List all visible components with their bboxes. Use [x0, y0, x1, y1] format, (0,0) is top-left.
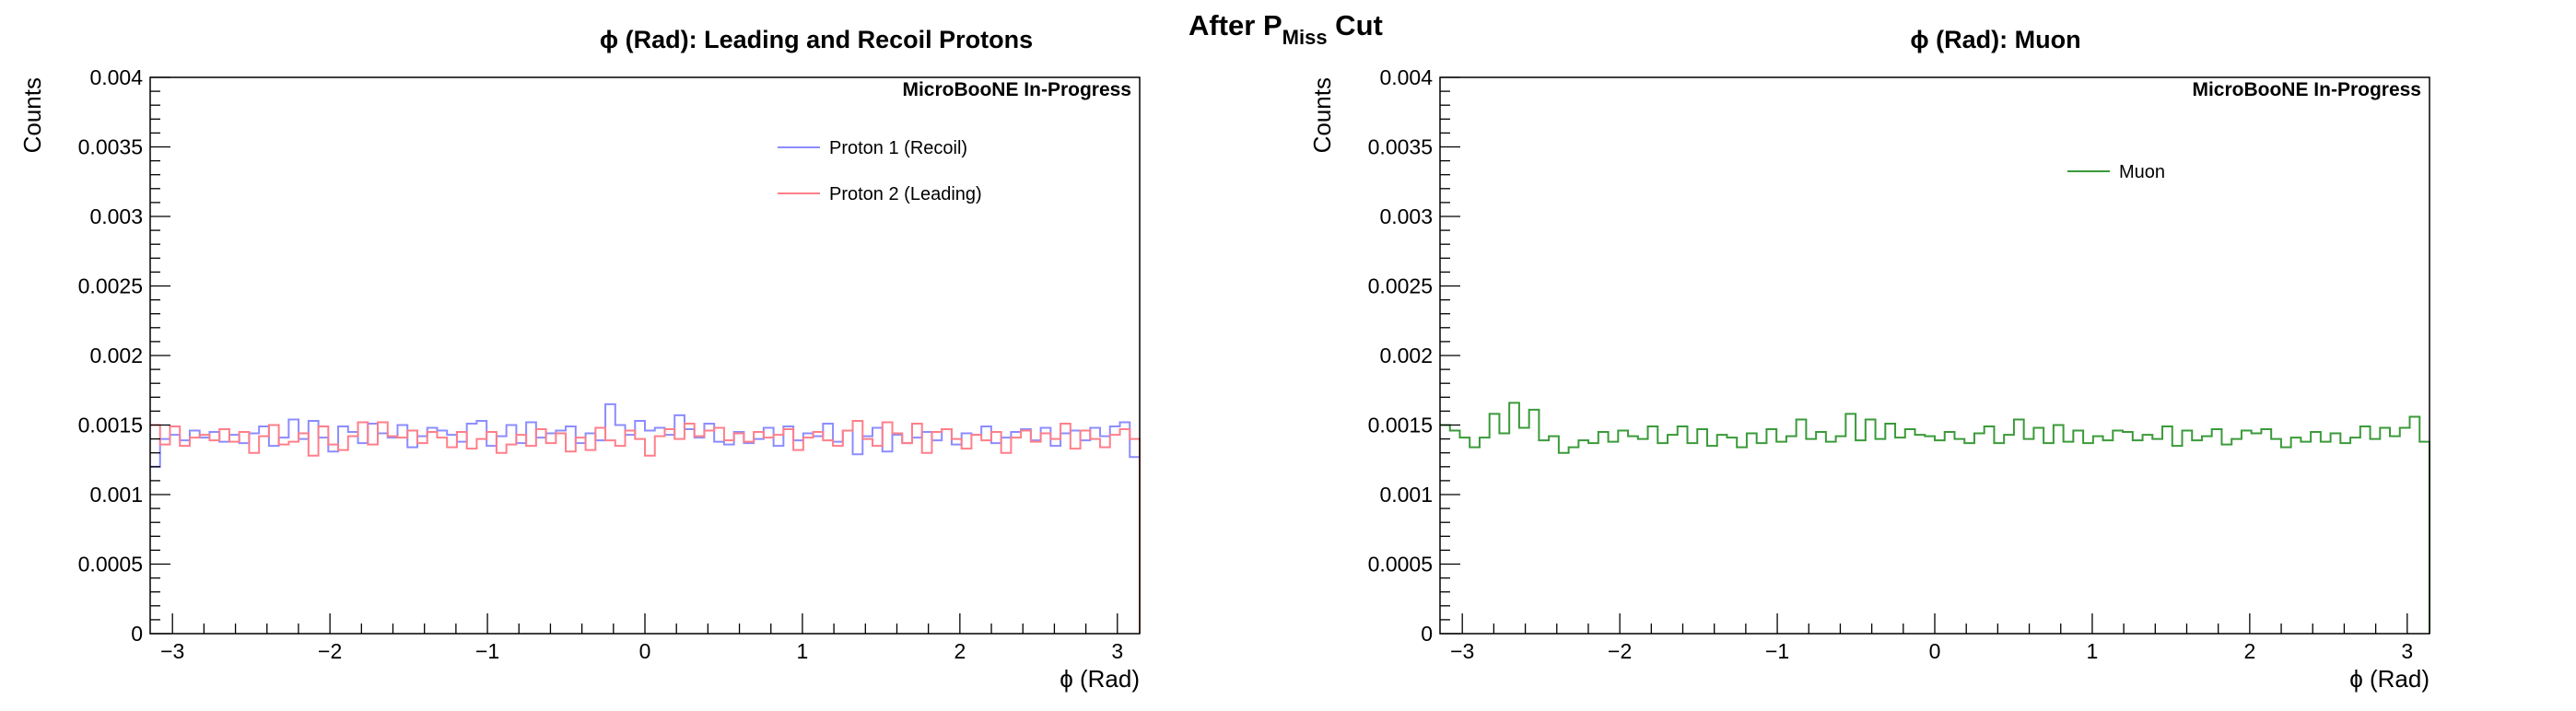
x-axis-label: ϕ (Rad)	[1060, 665, 1140, 693]
x-tick-label: −2	[318, 639, 342, 663]
y-tick-label: 0.004	[89, 65, 143, 89]
protons-phi-panel: ϕ (Rad): Leading and Recoil Protons Coun…	[18, 26, 1141, 693]
y-tick-label: 0.0015	[78, 414, 143, 437]
y-tick-label: 0.001	[1379, 483, 1433, 507]
y-tick-label: 0.0025	[1368, 274, 1433, 298]
microboone-label: MicroBooNE In-Progress	[902, 79, 1131, 100]
x-tick-label: −3	[160, 639, 184, 663]
legend-label-proton1: Proton 1 (Recoil)	[829, 138, 967, 158]
y-tick-label: 0.001	[89, 483, 143, 507]
histogram-series-proton-2-leading	[150, 419, 1141, 634]
y-tick-label: 0.0025	[78, 274, 143, 298]
y-tick-label: 0	[1421, 622, 1433, 646]
legend: Muon	[2067, 162, 2165, 182]
x-tick-label: 2	[954, 639, 966, 663]
muon-phi-panel: ϕ (Rad): Muon Counts ϕ (Rad) MicroBooNE …	[1308, 26, 2430, 693]
panel-title: ϕ (Rad): Leading and Recoil Protons	[600, 26, 1033, 53]
x-tick-label: 2	[2243, 639, 2255, 663]
microboone-label: MicroBooNE In-Progress	[2192, 79, 2421, 100]
x-tick-label: 3	[1111, 639, 1123, 663]
x-tick-label: −1	[1765, 639, 1789, 663]
y-tick-label: 0.002	[89, 344, 143, 367]
figure-title: After PMiss Cut	[1188, 9, 1383, 49]
y-tick-label: 0.0035	[1368, 135, 1433, 159]
panel-title: ϕ (Rad): Muon	[1910, 26, 2080, 53]
legend: Proton 1 (Recoil) Proton 2 (Leading)	[778, 138, 982, 204]
y-tick-label: 0.002	[1379, 344, 1433, 367]
y-tick-label: 0.0015	[1368, 414, 1433, 437]
histogram-series-muon	[1440, 402, 2430, 634]
figure-title-subscript: Miss	[1282, 26, 1328, 49]
x-tick-label: −3	[1450, 639, 1474, 663]
legend-label-muon: Muon	[2119, 162, 2165, 182]
figure-title-suffix: Cut	[1328, 9, 1383, 41]
x-tick-label: 3	[2401, 639, 2413, 663]
y-tick-label: 0.0035	[78, 135, 143, 159]
legend-label-proton2: Proton 2 (Leading)	[829, 184, 982, 204]
y-axis-label: Counts	[18, 77, 46, 153]
y-tick-label: 0.003	[89, 204, 143, 228]
x-tick-label: 1	[2087, 639, 2099, 663]
y-tick-label: 0	[131, 622, 143, 646]
x-tick-label: 1	[797, 639, 809, 663]
y-axis-label: Counts	[1308, 77, 1336, 153]
x-axis-label: ϕ (Rad)	[2349, 665, 2430, 693]
y-tick-label: 0.0005	[78, 553, 143, 577]
y-tick-label: 0.004	[1379, 65, 1433, 89]
figure-title-main: After P	[1188, 9, 1282, 41]
x-tick-label: −1	[475, 639, 499, 663]
x-tick-label: 0	[639, 639, 651, 663]
y-tick-label: 0.003	[1379, 204, 1433, 228]
y-tick-label: 0.0005	[1368, 553, 1433, 577]
x-tick-label: 0	[1929, 639, 1941, 663]
x-tick-label: −2	[1608, 639, 1632, 663]
